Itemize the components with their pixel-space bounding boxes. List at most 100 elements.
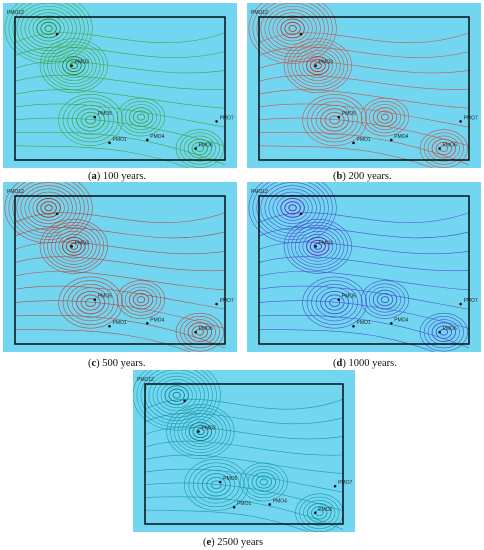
- contour-line: [14, 131, 226, 166]
- contour-line: [14, 117, 226, 147]
- well-label: PMO1: [113, 137, 127, 143]
- contour-ring: [160, 382, 193, 409]
- contour-ring: [311, 283, 358, 322]
- contour-ring: [58, 234, 90, 259]
- well-label: PMO1: [237, 501, 251, 507]
- contour-ring: [67, 101, 114, 139]
- contour-ring: [164, 385, 189, 406]
- contour-ring: [76, 290, 106, 315]
- contour-ring: [431, 322, 457, 343]
- contour-ring: [272, 12, 313, 45]
- contour-ring: [140, 370, 213, 425]
- well-marker: [352, 141, 355, 145]
- well-marker: [70, 245, 73, 248]
- contour-ring: [32, 15, 65, 42]
- contour-ring: [44, 24, 53, 32]
- well-label: PMO1: [357, 137, 371, 143]
- contour-ring: [191, 141, 209, 156]
- contour-ring: [291, 44, 345, 87]
- well-label: PMO12: [7, 189, 24, 195]
- contour-ring: [239, 462, 288, 502]
- contour-ring: [192, 466, 240, 504]
- contour-ring: [251, 472, 277, 492]
- contour-ring: [71, 287, 110, 318]
- contour-ring: [40, 21, 57, 36]
- well-marker: [390, 138, 393, 142]
- contour-ring: [248, 182, 337, 244]
- contour-ring: [40, 201, 57, 215]
- well-label: PMO7: [220, 115, 234, 121]
- contour-line: [258, 117, 470, 147]
- contour-ring: [248, 3, 337, 64]
- contour-line: [258, 60, 470, 74]
- well-marker: [197, 430, 200, 433]
- contour-line: [258, 285, 470, 310]
- contour-ring: [133, 370, 221, 431]
- contour-ring: [247, 469, 280, 495]
- well-label: PMO6: [443, 143, 457, 149]
- contour-ring: [32, 194, 65, 221]
- well-label: PMO5: [342, 111, 356, 117]
- map-frame: [258, 16, 470, 161]
- contour-ring: [255, 475, 273, 489]
- well-label: PMO5: [342, 294, 356, 300]
- contour-line: [14, 227, 226, 239]
- panel-c: PMO12 PMO3 PMO5 PMO1 PMO4 PMO7 PMO6: [3, 182, 237, 352]
- well-marker: [459, 302, 462, 306]
- map-background: [133, 370, 355, 532]
- contour-ring: [313, 62, 323, 70]
- contour-ring: [320, 290, 350, 315]
- well-marker: [337, 298, 341, 301]
- contour-ring: [156, 379, 197, 412]
- contour-ring: [69, 242, 79, 250]
- well-label: PMO3: [319, 60, 333, 66]
- contour-ring: [298, 50, 337, 81]
- contour-ring: [62, 97, 119, 143]
- well-label: PMO7: [464, 298, 478, 304]
- caption-b: (b) 200 years.: [333, 171, 392, 182]
- contour-ring: [172, 391, 181, 399]
- contour-ring: [288, 24, 297, 32]
- contour-line: [258, 46, 470, 58]
- contour-ring: [166, 404, 235, 459]
- contour-ring: [191, 325, 209, 339]
- contour-ring: [65, 239, 82, 253]
- contour-ring: [43, 222, 105, 271]
- contour-ring: [307, 502, 332, 523]
- well-label: PMO3: [201, 426, 215, 432]
- contour-ring: [309, 59, 326, 73]
- contour-ring: [4, 182, 93, 244]
- contour-lines: [133, 370, 344, 532]
- contour-ring: [128, 289, 154, 310]
- well-marker: [352, 324, 355, 328]
- well-label: PMO4: [273, 498, 287, 504]
- contour-line: [14, 271, 226, 291]
- well-marker: [337, 115, 341, 119]
- contour-ring: [152, 375, 201, 415]
- contour-ring: [62, 56, 86, 76]
- contour-line: [144, 454, 344, 474]
- map-frame: [14, 195, 226, 345]
- map-frame: [14, 16, 226, 161]
- contour-ring: [58, 276, 123, 329]
- contour-ring: [168, 388, 185, 402]
- contour-ring: [183, 135, 216, 162]
- contour-ring: [360, 280, 410, 319]
- contour-ring: [51, 47, 97, 84]
- contour-line: [14, 212, 226, 223]
- well-label: PMO7: [338, 480, 352, 486]
- contour-ring: [272, 191, 313, 224]
- contour-ring: [302, 53, 334, 78]
- contour-ring: [62, 280, 119, 325]
- map-frame: [144, 383, 344, 525]
- contour-ring: [197, 469, 236, 500]
- contour-ring: [299, 496, 340, 529]
- contour-ring: [148, 372, 205, 418]
- well-marker: [459, 120, 462, 123]
- panel-a: PMO12 PMO3 PMO5 PMO1 PMO4 PMO7 PMO6: [3, 3, 237, 168]
- contour-ring: [435, 141, 453, 156]
- contour-ring: [58, 94, 123, 146]
- contour-ring: [192, 425, 209, 439]
- well-marker: [215, 302, 218, 306]
- contour-line: [144, 468, 344, 493]
